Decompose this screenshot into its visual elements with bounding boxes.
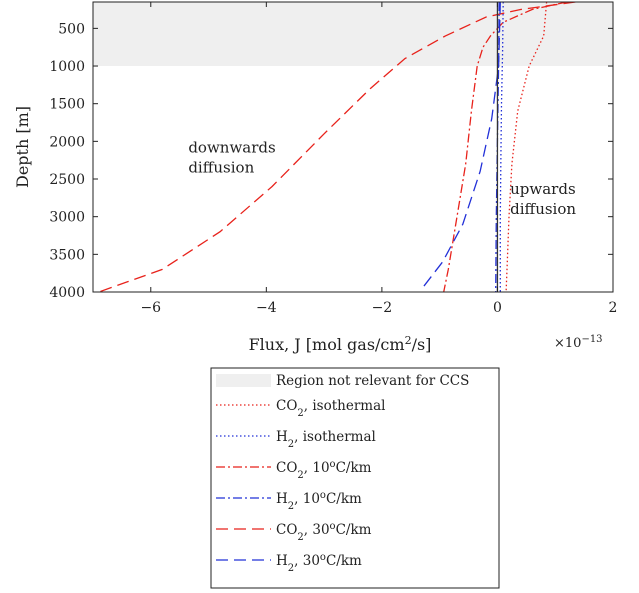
legend-gas: H — [276, 553, 288, 569]
x-axis-title-main: Flux, J [mol gas/cm — [249, 335, 405, 354]
legend: Region not relevant for CCS CO2, isother… — [210, 367, 500, 589]
y-tick-label: 3000 — [49, 210, 85, 226]
legend-gas: CO — [276, 398, 297, 414]
legend-cond-tail: C/km — [336, 522, 372, 538]
legend-cond: , 30 — [304, 522, 330, 538]
x-multiplier-base: ×10 — [554, 336, 581, 351]
legend-box — [210, 367, 500, 589]
x-tick-label: −2 — [372, 300, 393, 316]
legend-sub: 2 — [288, 501, 294, 512]
y-tick-label: 2000 — [49, 134, 85, 150]
legend-cond: , 10 — [294, 491, 320, 507]
legend-sub: 2 — [297, 532, 303, 543]
legend-gas: CO — [276, 460, 297, 476]
annotation-line: diffusion — [510, 200, 576, 218]
annotation-layer: downwards diffusion upwards diffusion — [188, 139, 576, 218]
y-axis-title: Depth [m] — [13, 106, 32, 188]
x-multiplier-exp: −13 — [581, 334, 602, 345]
legend-deg: o — [330, 521, 336, 532]
legend-gas: CO — [276, 522, 297, 538]
series-line-5 — [421, 2, 501, 289]
x-tick-label: 0 — [493, 300, 502, 316]
legend-label-0: CO2, isothermal — [276, 398, 385, 419]
series-line-2 — [443, 2, 567, 292]
legend-swatch-region — [216, 374, 271, 387]
x-axis-title: Flux, J [mol gas/cm2/s] — [249, 334, 432, 355]
legend-label-2: CO2, 10oC/km — [276, 459, 372, 481]
x-axis-title-sup: 2 — [405, 334, 412, 347]
series-line-1 — [499, 2, 504, 292]
legend-label-region: Region not relevant for CCS — [276, 373, 469, 389]
legend-gas: H — [276, 429, 288, 445]
series-line-0 — [505, 2, 548, 292]
y-tick-label: 1500 — [49, 97, 85, 113]
y-tick-label: 2500 — [49, 172, 85, 188]
legend-label-4: CO2, 30oC/km — [276, 521, 372, 543]
annotation-1: upwards diffusion — [510, 180, 576, 218]
legend-deg: o — [320, 490, 326, 501]
legend-cond: , 30 — [294, 553, 320, 569]
legend-deg: o — [320, 552, 326, 563]
legend-cond: , isothermal — [294, 429, 376, 445]
plot-frame — [92, 1, 614, 293]
legend-sub: 2 — [297, 408, 303, 419]
annotation-line: upwards — [510, 180, 576, 198]
annotation-line: downwards — [188, 139, 275, 157]
legend-deg: o — [330, 459, 336, 470]
legend-cond: , 10 — [304, 460, 330, 476]
legend-cond: , isothermal — [304, 398, 386, 414]
legend-cond-tail: C/km — [326, 491, 362, 507]
x-tick-label: −6 — [140, 300, 161, 316]
legend-sub: 2 — [288, 563, 294, 574]
legend-label-5: H2, 30oC/km — [276, 552, 362, 574]
legend-gas: H — [276, 491, 288, 507]
legend-cond-tail: C/km — [326, 553, 362, 569]
x-tick-label: 2 — [609, 300, 618, 316]
y-tick-label: 3500 — [49, 247, 85, 263]
legend-label-1: H2, isothermal — [276, 429, 376, 450]
x-axis-multiplier: ×10−13 — [554, 334, 603, 352]
x-tick-label: −4 — [256, 300, 277, 316]
annotation-0: downwards diffusion — [188, 139, 275, 177]
legend-sub: 2 — [288, 439, 294, 450]
legend-sub: 2 — [297, 470, 303, 481]
y-tick-label: 4000 — [49, 285, 85, 301]
x-axis-title-tail: /s] — [412, 335, 432, 354]
annotation-line: diffusion — [188, 159, 254, 177]
legend-cond-tail: C/km — [336, 460, 372, 476]
irrelevant-region-band — [93, 2, 613, 67]
y-tick-label: 1000 — [49, 59, 85, 75]
legend-label-3: H2, 10oC/km — [276, 490, 362, 512]
y-tick-label: 500 — [58, 21, 85, 37]
